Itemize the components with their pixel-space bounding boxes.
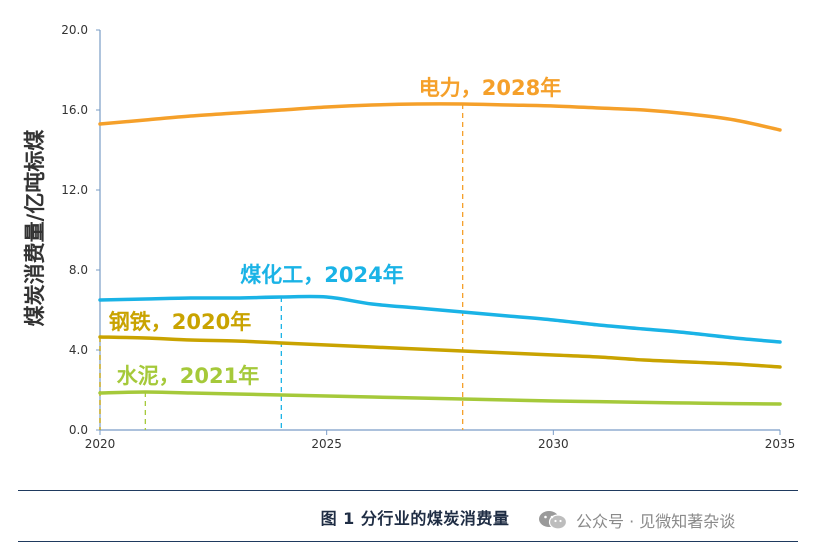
watermark: 公众号 · 见微知著杂谈 xyxy=(538,508,735,532)
y-tick-label: 12.0 xyxy=(61,183,88,197)
caption-bottom-rule xyxy=(18,541,798,542)
annotation-label-coal_chemical: 煤化工，2024年 xyxy=(240,263,403,287)
y-tick-label: 4.0 xyxy=(69,343,88,357)
x-tick-label: 2025 xyxy=(311,437,342,451)
caption-top-rule xyxy=(18,490,798,491)
y-tick-label: 16.0 xyxy=(61,103,88,117)
annotation-label-cement: 水泥，2021年 xyxy=(117,364,259,388)
figure-caption: 图 1 分行业的煤炭消费量 xyxy=(320,509,510,528)
x-tick-label: 2020 xyxy=(85,437,116,451)
y-tick-label: 8.0 xyxy=(69,263,88,277)
series-line-coal_chemical xyxy=(98,294,782,344)
x-tick-label: 2030 xyxy=(538,437,569,451)
series-line-steel xyxy=(98,335,782,369)
watermark-text: 公众号 · 见微知著杂谈 xyxy=(576,512,736,531)
y-axis-label: 煤炭消费量/亿吨标煤 xyxy=(23,130,47,327)
y-tick-label: 20.0 xyxy=(61,23,88,37)
wechat-icon xyxy=(539,511,568,530)
series-line-power xyxy=(98,102,782,132)
annotation-label-power: 电力，2028年 xyxy=(419,76,561,100)
annotation-label-steel: 钢铁，2020年 xyxy=(109,310,251,334)
line-chart: 0.0 4.0 8.0 12.0 16.0 20.0 2020 2025 2030 2035 煤炭消… xyxy=(23,23,796,451)
series-line-cement xyxy=(98,390,782,406)
y-tick-label: 0.0 xyxy=(69,423,88,437)
x-tick-label: 2035 xyxy=(765,437,796,451)
